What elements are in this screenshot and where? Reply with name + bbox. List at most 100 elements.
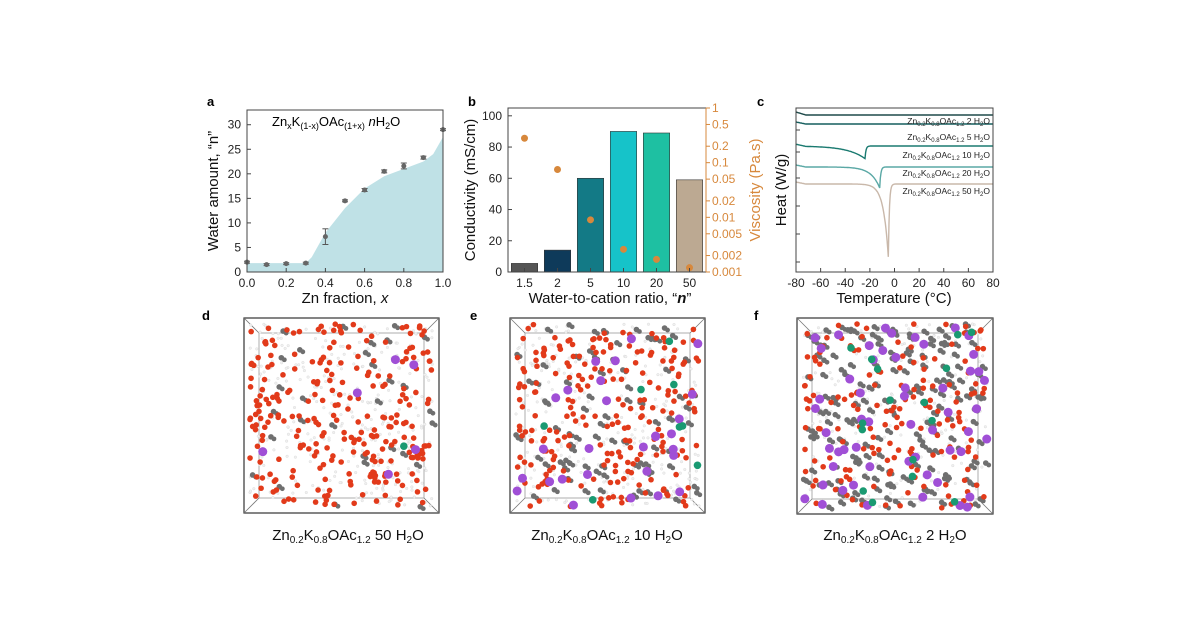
potassium-atom: [864, 417, 874, 427]
hydrogen-atom: [970, 322, 974, 326]
hydrogen-atom: [365, 491, 369, 495]
carbon-atom: [585, 490, 591, 496]
oxygen-atom: [850, 402, 857, 409]
hydrogen-atom: [932, 334, 936, 338]
hydrogen-atom: [266, 476, 270, 480]
oxygen-atom: [832, 486, 839, 493]
oxygen-atom: [363, 337, 370, 344]
oxygen-atom: [419, 499, 426, 506]
carbon-atom: [905, 370, 910, 376]
oxygen-atom: [576, 353, 583, 360]
oxygen-atom: [860, 446, 867, 452]
oxygen-atom: [854, 321, 860, 327]
oxygen-atom: [290, 467, 296, 474]
oxygen-atom: [284, 327, 290, 333]
oxygen-atom: [261, 376, 268, 383]
potassium-atom: [675, 487, 685, 497]
oxygen-atom: [556, 343, 563, 349]
hydrogen-atom: [271, 496, 275, 500]
hydrogen-atom: [352, 454, 356, 458]
hydrogen-atom: [983, 425, 987, 429]
hydrogen-atom: [330, 401, 334, 405]
oxygen-atom: [668, 410, 675, 416]
oxygen-atom: [330, 453, 336, 459]
carbon-atom: [933, 388, 938, 394]
carbon-atom: [804, 479, 810, 484]
panel-b-xlabel: Water-to-cation ratio, “n”: [529, 290, 692, 307]
hydrogen-atom: [660, 463, 664, 467]
hydrogen-atom: [409, 395, 413, 399]
oxygen-atom: [891, 454, 898, 461]
potassium-atom: [918, 492, 928, 502]
hydrogen-atom: [974, 487, 978, 491]
hydrogen-atom: [391, 476, 395, 480]
carbon-atom: [389, 379, 395, 385]
oxygen-atom: [291, 366, 298, 372]
oxygen-atom: [653, 452, 660, 458]
hydrogen-atom: [575, 441, 579, 445]
oxygen-atom: [619, 499, 625, 506]
hydrogen-atom: [322, 488, 326, 492]
oxygen-atom: [869, 444, 876, 451]
hydrogen-atom: [836, 379, 840, 383]
oxygen-atom: [393, 471, 400, 477]
hydrogen-atom: [574, 360, 578, 364]
panel-b-ytick-label: 100: [482, 109, 502, 123]
carbon-atom: [595, 331, 600, 336]
panel-c-dsc-curve: [795, 121, 993, 125]
oxygen-atom: [811, 458, 818, 464]
potassium-atom: [810, 333, 820, 343]
oxygen-atom: [311, 415, 317, 422]
oxygen-atom: [886, 471, 893, 477]
oxygen-atom: [565, 477, 572, 483]
hydrogen-atom: [889, 491, 892, 495]
hydrogen-atom: [933, 401, 937, 405]
hydrogen-atom: [964, 441, 968, 445]
potassium-atom: [583, 469, 593, 479]
carbon-atom: [548, 328, 554, 334]
carbon-atom: [634, 494, 640, 500]
hydrogen-atom: [258, 330, 262, 334]
hydrogen-atom: [285, 446, 289, 449]
hydrogen-atom: [424, 469, 428, 473]
hydrogen-atom: [817, 326, 820, 330]
oxygen-atom: [613, 413, 620, 419]
hydrogen-atom: [577, 396, 581, 400]
simulation-box-edge: [509, 317, 526, 334]
zinc-atom: [858, 419, 867, 427]
oxygen-atom: [560, 468, 567, 474]
oxygen-atom: [355, 353, 361, 360]
oxygen-atom: [637, 451, 644, 458]
hydrogen-atom: [397, 366, 401, 370]
carbon-atom: [686, 406, 692, 412]
hydrogen-atom: [631, 503, 635, 507]
oxygen-atom: [300, 442, 307, 448]
carbon-atom: [850, 421, 855, 427]
oxygen-atom: [529, 427, 535, 434]
oxygen-atom: [253, 398, 260, 404]
panel-label-b: b: [468, 94, 476, 109]
hydrogen-atom: [312, 397, 316, 400]
hydrogen-atom: [373, 408, 377, 412]
hydrogen-atom: [927, 323, 931, 327]
hydrogen-atom: [531, 343, 535, 347]
oxygen-atom: [943, 321, 949, 328]
oxygen-atom: [835, 425, 841, 432]
hydrogen-atom: [308, 460, 312, 464]
carbon-atom: [567, 381, 573, 387]
simulation-box-edge: [243, 497, 260, 514]
carbon-atom: [425, 336, 430, 342]
panel-a-point: [322, 234, 328, 240]
hydrogen-atom: [351, 415, 355, 419]
carbon-atom: [670, 465, 676, 471]
hydrogen-atom: [403, 503, 407, 507]
panel-b-ytick-label: 60: [489, 171, 503, 185]
hydrogen-atom: [289, 428, 293, 432]
carbon-atom: [848, 329, 854, 335]
carbon-atom: [529, 380, 535, 386]
potassium-atom: [906, 419, 916, 429]
hydrogen-atom: [523, 465, 527, 469]
hydrogen-atom: [817, 391, 821, 395]
carbon-atom: [654, 446, 660, 452]
oxygen-atom: [648, 476, 654, 483]
